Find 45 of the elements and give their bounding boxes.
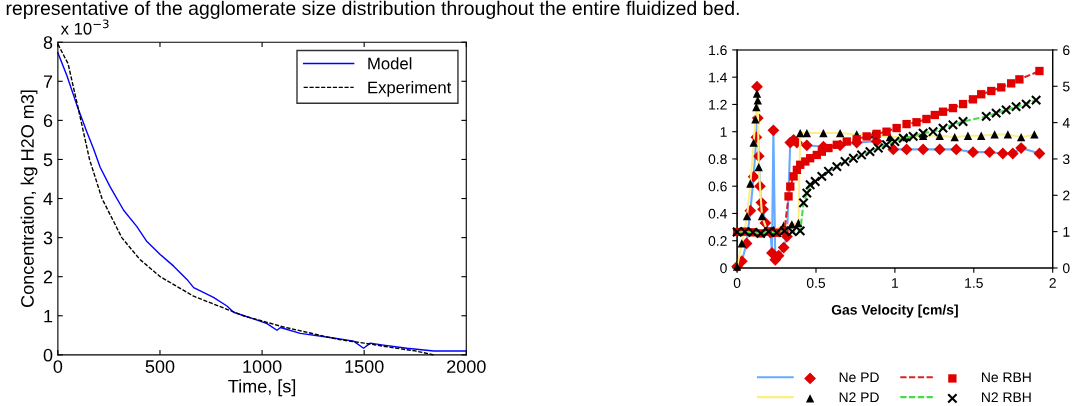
y2-tick-label: 3 [1062, 154, 1070, 165]
legend-label: N2 RBH [981, 392, 1031, 402]
y-tick-label: 0 [720, 263, 727, 274]
y-tick-label: 0.4 [708, 208, 727, 219]
y-tick-label: 8 [43, 36, 53, 49]
y-tick-label: 5 [43, 153, 53, 167]
y-tick-label: 1.2 [709, 99, 727, 110]
y-tick-label: 1 [720, 127, 727, 137]
y-tick-label: 6 [43, 114, 53, 128]
y2-tick-label: 4 [1062, 118, 1070, 128]
x-tick-label: 1000 [243, 360, 282, 373]
y-tick-label: 0.8 [708, 154, 727, 165]
legend-label: Ne RBH [981, 372, 1031, 383]
y-axis-title: Concentration, kg H2O m3] [20, 90, 38, 307]
y-tick-label: 1.6 [709, 45, 727, 56]
y-tick-label: 4 [43, 192, 53, 206]
y2-tick-label: 0 [1062, 263, 1070, 274]
y-tick-label: 7 [43, 75, 53, 88]
x-tick-label: 1 [892, 278, 899, 288]
y-tick-label: 0 [43, 348, 53, 362]
y2-tick-label: 1 [1063, 227, 1070, 237]
x-tick-label: 0 [53, 360, 63, 373]
x-tick-label: 1500 [345, 360, 384, 373]
x-tick-label: 0.5 [806, 278, 826, 288]
y-tick-label: 0.6 [708, 181, 727, 192]
y-tick-label: 1.4 [709, 72, 727, 83]
y-tick-label: 3 [43, 231, 53, 245]
x-axis-title: Gas Velocity [cm/s] [831, 304, 958, 318]
x-tick-label: 0 [733, 278, 741, 288]
text: x 10$^{−3}$ [60, 19, 109, 35]
y-tick-label: 0.2 [708, 236, 727, 246]
y2-tick-label: 5 [1062, 81, 1070, 92]
x-tick-label: 500 [145, 360, 175, 373]
x-axis-title: Time, [s] [228, 379, 296, 397]
legend-label: Model [368, 57, 412, 70]
text: representative of the agglomerate size distribution throughout the entire fluidized bed. [6, 0, 739, 19]
x-tick-label: 2000 [447, 360, 486, 373]
legend-label: Experiment [368, 81, 452, 97]
x-tick-label: 2 [1049, 278, 1056, 288]
y2-tick-label: 6 [1063, 45, 1070, 56]
legend-label: N2 PD [839, 392, 879, 402]
x-tick-label: 1.5 [965, 278, 983, 288]
y-tick-label: 1 [44, 309, 53, 323]
legend-label: Ne PD [839, 372, 879, 383]
y2-tick-label: 2 [1063, 190, 1070, 201]
